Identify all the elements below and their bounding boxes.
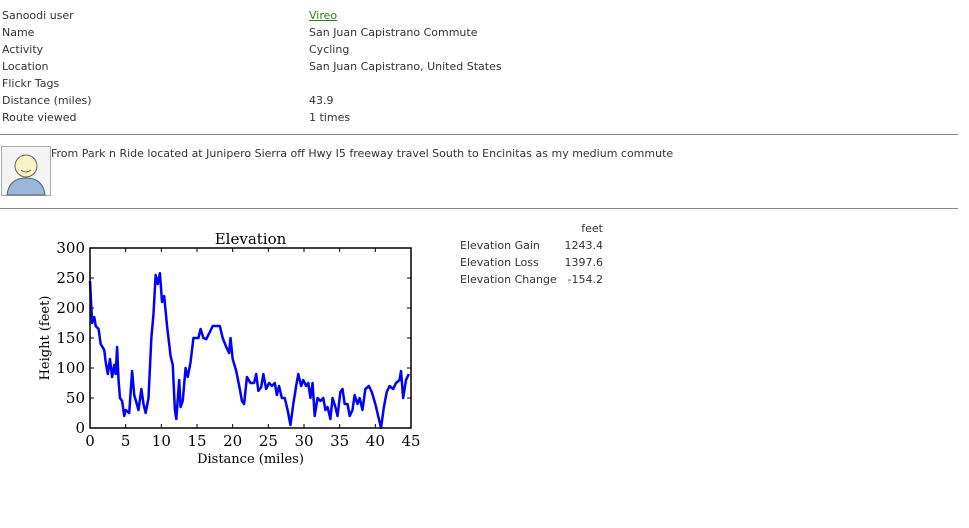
detail-label: Flickr Tags — [2, 77, 60, 90]
y-tick-label: 100 — [56, 359, 85, 377]
y-tick-label: 300 — [56, 239, 85, 257]
detail-value: 43.9 — [309, 94, 334, 107]
detail-value: San Juan Capistrano Commute — [309, 26, 478, 39]
detail-label: Route viewed — [2, 111, 77, 124]
detail-label: Name — [2, 26, 35, 39]
detail-label: Activity — [2, 43, 44, 56]
detail-label: Distance (miles) — [2, 94, 92, 107]
stat-value: 1397.6 — [564, 256, 604, 269]
detail-label: Sanoodi user — [2, 9, 74, 22]
stats-header: feet — [581, 222, 603, 235]
x-axis-label: Distance (miles) — [197, 452, 304, 467]
y-tick-label: 0 — [75, 419, 85, 437]
description: From Park n Ride located at Junipero Sie… — [51, 147, 674, 160]
x-tick-label: 5 — [121, 432, 131, 450]
x-tick-label: 15 — [187, 432, 206, 450]
elevation-line — [88, 271, 410, 430]
x-tick-label: 0 — [85, 432, 95, 450]
y-tick-label: 50 — [66, 389, 85, 407]
stat-label: Elevation Change — [460, 273, 557, 286]
x-tick-label: 20 — [223, 432, 242, 450]
stat-value: 1243.4 — [564, 239, 604, 252]
detail-label: Location — [2, 60, 49, 73]
detail-value: San Juan Capistrano, United States — [309, 60, 502, 73]
plot-frame — [89, 247, 412, 429]
x-tick-label: 35 — [330, 432, 349, 450]
stat-label: Elevation Gain — [460, 239, 540, 252]
detail-value[interactable]: Vireo — [309, 9, 338, 22]
stat-label: Elevation Loss — [460, 256, 539, 269]
avatar — [1, 146, 51, 196]
detail-value: Cycling — [309, 43, 350, 56]
y-tick-label: 150 — [56, 329, 85, 347]
y-tick-label: 250 — [56, 269, 85, 287]
y-tick-label: 200 — [56, 299, 85, 317]
x-tick-label: 30 — [294, 432, 313, 450]
divider — [0, 134, 958, 135]
x-tick-label: 25 — [259, 432, 278, 450]
y-axis-label: Height (feet) — [38, 296, 53, 381]
divider — [0, 208, 958, 209]
detail-value: 1 times — [309, 111, 351, 124]
chart-title: Elevation — [215, 230, 287, 248]
x-tick-label: 40 — [366, 432, 385, 450]
elevation-chart: Elevation Distance (miles) Height (feet) 0 5… — [38, 230, 421, 467]
x-tick-label: 45 — [401, 432, 420, 450]
stat-value: -154.2 — [567, 273, 603, 286]
x-tick-label: 10 — [152, 432, 171, 450]
